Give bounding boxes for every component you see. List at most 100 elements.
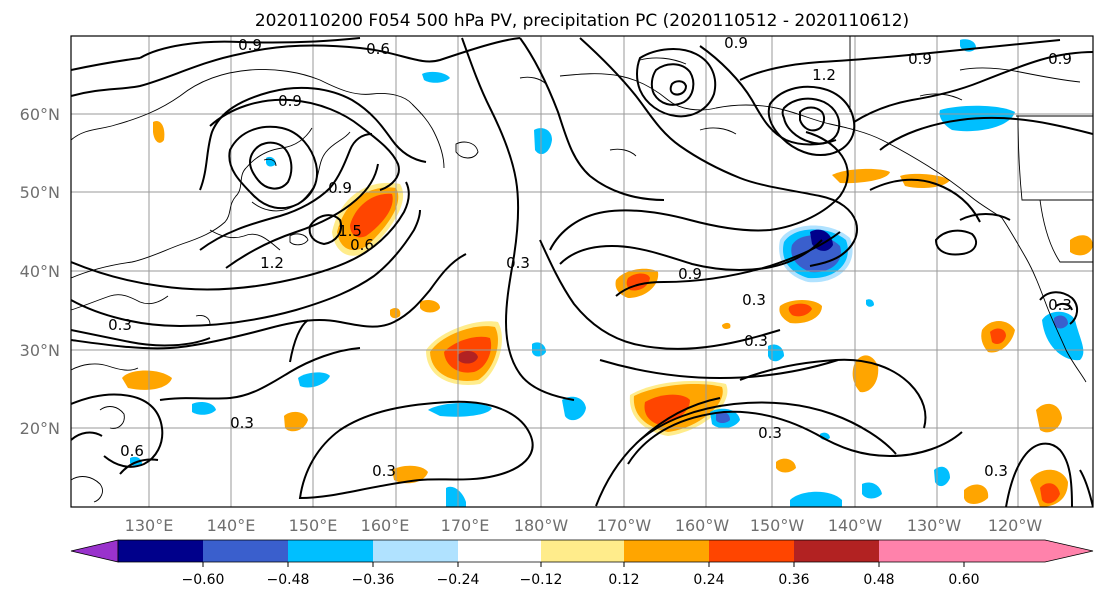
colorbar-tick-label: −0.24 <box>437 572 480 588</box>
colorbar-tick-label: −0.12 <box>520 572 563 588</box>
precip-positive-area <box>852 355 879 393</box>
contour-label: 0.3 <box>230 414 254 432</box>
colorbar-swatch <box>288 540 373 562</box>
precip-positive-area <box>390 308 401 319</box>
chart-title: 2020110200 F054 500 hPa PV, precipitatio… <box>255 11 909 31</box>
colorbar-swatch <box>709 540 794 562</box>
longitude-labels: 130°E 140°E 150°E 160°E 170°E 180°W 170°… <box>125 516 1043 535</box>
precip-negative-area <box>422 71 450 83</box>
contour-label: 0.6 <box>350 236 374 254</box>
lon-label: 140°W <box>828 516 883 535</box>
contour-label: 0.3 <box>744 332 768 350</box>
contour-label: 0.3 <box>742 291 766 309</box>
precip-positive-area <box>350 193 393 238</box>
colorbar-swatch <box>879 540 964 562</box>
colorbar-extend-low <box>70 539 119 563</box>
colorbar-swatch <box>118 540 203 562</box>
lon-label: 120°W <box>988 516 1043 535</box>
colorbar: −0.60 −0.48 −0.36 −0.24 −0.12 0.12 0.24 … <box>70 539 1094 588</box>
contour-label: 1.5 <box>338 222 362 240</box>
colorbar-extend-high <box>964 540 1093 562</box>
precip-negative-area <box>534 128 552 155</box>
colorbar-tick-label: −0.60 <box>182 572 225 588</box>
colorbar-tick-label: −0.36 <box>352 572 395 588</box>
colorbar-tick-label: 0.48 <box>863 572 894 588</box>
precip-negative-area <box>716 412 730 423</box>
contour-label: 0.3 <box>984 462 1008 480</box>
precip-positive-area <box>122 370 172 390</box>
colorbar-tick-label: 0.36 <box>778 572 809 588</box>
precip-negative-area <box>298 372 330 388</box>
lon-label: 140°E <box>207 516 256 535</box>
precip-negative-area <box>790 491 842 507</box>
colorbar-swatch <box>373 540 458 562</box>
colorbar-tick-label: 0.12 <box>608 572 639 588</box>
precip-negative-area <box>934 466 950 487</box>
precip-positive-area <box>420 300 440 313</box>
precip-negative-area <box>1054 315 1068 329</box>
colorbar-outline <box>118 539 1094 563</box>
contour-label: 0.3 <box>1048 296 1072 314</box>
map-frame <box>70 35 1094 508</box>
contour-label: 0.3 <box>506 254 530 272</box>
precip-positive-area <box>1070 235 1093 256</box>
gridlines <box>71 36 1093 507</box>
contour-label: 0.9 <box>908 50 932 68</box>
contour-label: 0.9 <box>678 265 702 283</box>
lon-label: 150°W <box>750 516 805 535</box>
lon-label: 130°W <box>907 516 962 535</box>
lat-label: 40°N <box>20 262 60 281</box>
lat-label: 50°N <box>20 183 60 202</box>
contour-label: 0.3 <box>758 424 782 442</box>
precip-positive-area <box>1040 483 1060 504</box>
contour-label: 0.9 <box>724 34 748 52</box>
precip-positive-area <box>776 458 796 473</box>
precip-negative-area <box>532 342 546 357</box>
precip-positive-area <box>153 120 165 143</box>
contour-label: 0.9 <box>1048 50 1072 68</box>
precip-negative-area <box>562 396 586 421</box>
contour-label: 0.6 <box>366 40 390 58</box>
precip-negative-area <box>866 299 874 307</box>
precip-positive-area <box>990 328 1006 344</box>
precip-positive-area <box>722 322 731 329</box>
precip-positive-area <box>392 465 428 484</box>
colorbar-swatch <box>203 540 288 562</box>
precip-positive-area <box>1036 403 1062 433</box>
pv-contours <box>71 37 1093 507</box>
colorbar-swatch <box>458 540 541 562</box>
precip-negative-area <box>1042 311 1084 361</box>
colorbar-tick-label: −0.48 <box>267 572 310 588</box>
lat-label: 60°N <box>20 105 60 124</box>
lon-label: 170°W <box>597 516 652 535</box>
lat-label: 20°N <box>20 419 60 438</box>
lon-label: 130°E <box>125 516 174 535</box>
contour-label: 1.2 <box>812 66 836 84</box>
contour-label: 0.6 <box>120 442 144 460</box>
precip-negative-area <box>446 486 466 507</box>
precip-negative-area <box>428 402 492 417</box>
precip-positive-area <box>964 484 989 504</box>
colorbar-swatch <box>624 540 709 562</box>
precip-negative-area <box>862 482 882 499</box>
lon-label: 160°W <box>675 516 730 535</box>
precip-positive-area <box>788 303 812 317</box>
colorbar-ticks <box>202 562 965 567</box>
contour-label: 0.3 <box>108 316 132 334</box>
precip-negative-area <box>192 402 216 415</box>
precip-positive-area <box>284 411 308 432</box>
colorbar-swatch <box>541 540 624 562</box>
contour-label: 0.9 <box>278 92 302 110</box>
lat-label: 30°N <box>20 341 60 360</box>
lon-label: 170°E <box>441 516 490 535</box>
lon-label: 150°E <box>289 516 338 535</box>
lon-label: 160°E <box>361 516 410 535</box>
precip-positive-area <box>458 351 478 364</box>
map-panel: 0.9 0.6 0.9 1.2 1.5 0.9 1.2 0.9 0.6 0.3 … <box>71 34 1093 507</box>
colorbar-tick-label: 0.60 <box>948 572 979 588</box>
contour-label: 1.2 <box>260 254 284 272</box>
colorbar-swatch <box>794 540 879 562</box>
latitude-labels: 60°N 50°N 40°N 30°N 20°N <box>20 105 60 438</box>
contour-label: 0.3 <box>372 462 396 480</box>
